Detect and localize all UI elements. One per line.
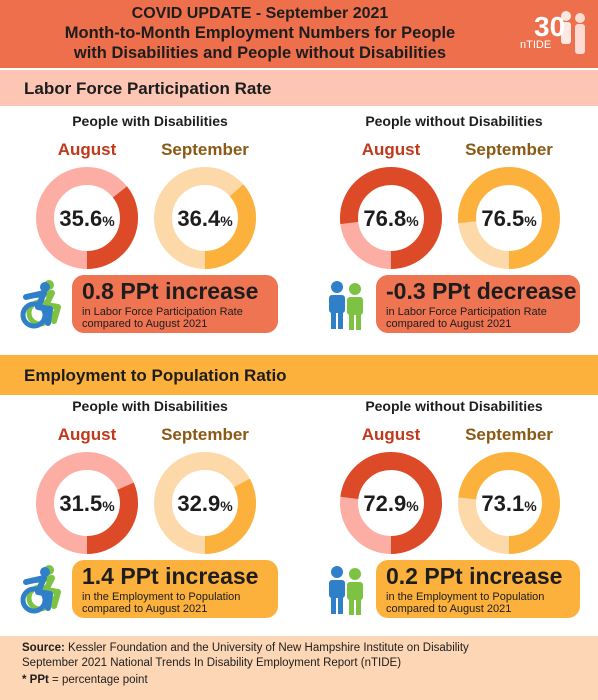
september-donut-pwd-lfpr-percent-sign: %	[220, 213, 233, 229]
change-value-pwod-lfpr: -0.3 PPt decrease	[386, 278, 577, 304]
august-label-pwod-epop: August	[361, 425, 421, 444]
august-donut-pwd-lfpr-percent-sign: %	[102, 213, 115, 229]
change-desc-line1-pwod-epop: in the Employment to Population	[386, 591, 545, 603]
september-donut-pwod-epop-value: 73.1%	[481, 491, 537, 516]
august-donut-pwd-epop-number: 31.5	[59, 491, 102, 516]
change-desc-line2-pwod-lfpr: compared to August 2021	[386, 318, 512, 330]
change-desc-line1-pwod-lfpr: in Labor Force Participation Rate	[386, 306, 547, 318]
header-subtitle-line1: Month-to-Month Employment Numbers for Pe…	[64, 24, 456, 42]
change-callout-pwod-lfpr: -0.3 PPt decrease in Labor Force Particip…	[376, 275, 580, 333]
september-donut-pwod-epop: 73.1%	[458, 452, 560, 554]
september-donut-pwd-epop-percent-sign: %	[220, 498, 233, 514]
change-desc-line2-pwd-lfpr: compared to August 2021	[82, 318, 208, 330]
august-donut-pwod-epop: 72.9%	[340, 452, 442, 554]
september-label-pwod-lfpr: September	[465, 140, 553, 159]
august-donut-pwod-lfpr-percent-sign: %	[406, 213, 419, 229]
september-donut-pwod-epop-number: 73.1	[481, 491, 524, 516]
group-title-pwod-lfpr: People without Disabilities	[365, 113, 543, 129]
header-subtitle-line2: with Disabilities and People without Dis…	[73, 44, 447, 62]
august-donut-pwod-epop-percent-sign: %	[406, 498, 419, 514]
people-icon-pwod-epop	[329, 566, 363, 615]
september-donut-pwod-lfpr: 76.5%	[458, 167, 560, 269]
change-callout-pwd-lfpr: 0.8 PPt increase in Labor Force Participa…	[72, 275, 278, 333]
august-donut-pwd-epop: 31.5%	[36, 452, 138, 554]
august-donut-pwd-lfpr-value: 35.6%	[59, 206, 115, 231]
source-line-2: September 2021 National Trends In Disabi…	[22, 657, 402, 669]
source-text: Kessler Foundation and the University of…	[68, 642, 469, 654]
august-label-pwd-lfpr: August	[57, 140, 117, 159]
change-desc-line1-pwd-lfpr: in Labor Force Participation Rate	[82, 306, 243, 318]
august-label-pwd-epop: August	[57, 425, 117, 444]
september-donut-pwod-lfpr-number: 76.5	[481, 206, 524, 231]
change-value-pwod-epop: 0.2 PPt increase	[386, 563, 563, 589]
change-callout-pwod-epop: 0.2 PPt increase in the Employment to Pop…	[376, 560, 580, 618]
august-donut-pwod-lfpr: 76.8%	[340, 167, 442, 269]
september-donut-pwod-epop-percent-sign: %	[524, 498, 537, 514]
ntide-logo: 30 nTIDE	[520, 6, 592, 62]
september-donut-pwd-lfpr-arc	[154, 167, 256, 269]
group-title-pwd-lfpr: People with Disabilities	[72, 113, 228, 129]
september-donut-pwd-epop-arc	[154, 452, 256, 554]
august-donut-pwd-lfpr: 35.6%	[36, 167, 138, 269]
change-value-pwd-lfpr: 0.8 PPt increase	[82, 278, 259, 304]
september-donut-pwd-lfpr: 36.4%	[154, 167, 256, 269]
september-label-pwod-epop: September	[465, 425, 553, 444]
september-donut-pwd-epop: 32.9%	[154, 452, 256, 554]
header-title: COVID UPDATE - September 2021	[131, 5, 389, 22]
september-label-pwd-epop: September	[161, 425, 249, 444]
change-callout-pwd-epop: 1.4 PPt increase in the Employment to Pop…	[72, 560, 278, 618]
september-donut-pwod-lfpr-value: 76.5%	[481, 206, 537, 231]
september-label-pwd-lfpr: September	[161, 140, 249, 159]
logo-text: nTIDE	[520, 39, 551, 51]
august-label-pwod-lfpr: August	[361, 140, 421, 159]
september-donut-pwod-lfpr-arc	[458, 167, 560, 269]
august-donut-pwod-epop-number: 72.9	[363, 491, 406, 516]
august-donut-pwd-epop-arc	[36, 452, 138, 554]
group-title-pwd-epop: People with Disabilities	[72, 398, 228, 414]
august-donut-pwd-lfpr-number: 35.6	[59, 206, 102, 231]
august-donut-pwd-epop-value: 31.5%	[59, 491, 115, 516]
september-donut-pwd-lfpr-number: 36.4	[177, 206, 221, 231]
september-donut-pwod-lfpr-percent-sign: %	[524, 213, 537, 229]
section-band-epop	[0, 355, 598, 395]
september-donut-pwd-epop-number: 32.9	[177, 491, 220, 516]
logo-number: 30	[534, 11, 565, 42]
august-donut-pwd-epop-percent-sign: %	[102, 498, 115, 514]
people-icon-pwod-lfpr	[329, 281, 363, 330]
change-desc-line2-pwd-epop: compared to August 2021	[82, 603, 208, 615]
source-label: Source:	[22, 642, 65, 654]
section-band-lfpr	[0, 70, 598, 106]
august-donut-pwod-epop-arc	[340, 452, 442, 554]
section-title-lfpr: Labor Force Participation Rate	[24, 79, 272, 98]
change-desc-line1-pwd-epop: in the Employment to Population	[82, 591, 241, 603]
ppt-note-label: * PPt	[22, 674, 49, 686]
change-value-pwd-epop: 1.4 PPt increase	[82, 563, 259, 589]
group-title-pwod-epop: People without Disabilities	[365, 398, 543, 414]
august-donut-pwod-lfpr-arc	[340, 167, 442, 269]
ppt-note: * PPt = percentage point	[22, 674, 148, 686]
ppt-note-text: = percentage point	[52, 674, 148, 686]
august-donut-pwod-lfpr-number: 76.8	[363, 206, 406, 231]
september-donut-pwod-epop-arc	[458, 452, 560, 554]
section-title-epop: Employment to Population Ratio	[24, 366, 287, 385]
change-desc-line2-pwod-epop: compared to August 2021	[386, 603, 512, 615]
september-donut-pwd-epop-value: 32.9%	[177, 491, 233, 516]
august-donut-pwod-epop-value: 72.9%	[363, 491, 419, 516]
august-donut-pwod-lfpr-value: 76.8%	[363, 206, 419, 231]
september-donut-pwd-lfpr-value: 36.4%	[177, 206, 233, 231]
wheelchair-icon-pwd-epop	[20, 565, 61, 614]
wheelchair-icon-pwd-lfpr	[20, 280, 61, 329]
source-line-1: Source: Kessler Foundation and the Unive…	[22, 642, 469, 654]
source-footer: Source: Kessler Foundation and the Unive…	[0, 636, 598, 700]
header-banner	[0, 0, 598, 68]
august-donut-pwd-lfpr-arc	[36, 167, 138, 269]
